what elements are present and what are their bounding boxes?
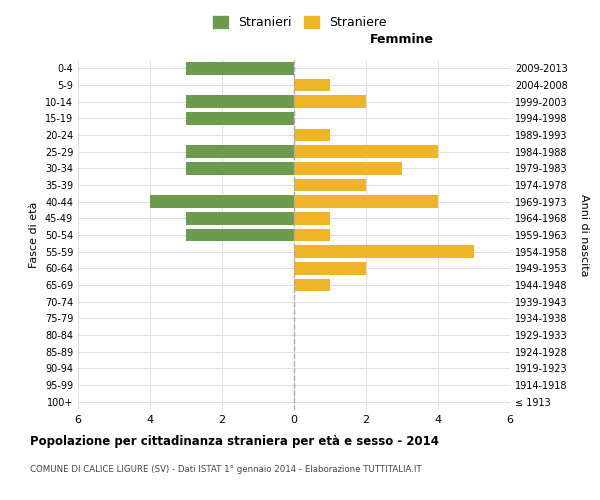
Bar — [294, 79, 330, 92]
Bar — [294, 229, 330, 241]
Bar — [186, 162, 294, 174]
Bar — [294, 262, 366, 274]
Bar — [294, 279, 330, 291]
Bar — [150, 196, 294, 208]
Y-axis label: Fasce di età: Fasce di età — [29, 202, 39, 268]
Text: COMUNE DI CALICE LIGURE (SV) - Dati ISTAT 1° gennaio 2014 - Elaborazione TUTTITA: COMUNE DI CALICE LIGURE (SV) - Dati ISTA… — [30, 465, 422, 474]
Bar — [294, 246, 474, 258]
Text: Femmine: Femmine — [370, 33, 434, 46]
Bar — [186, 146, 294, 158]
Bar — [186, 112, 294, 124]
Text: Popolazione per cittadinanza straniera per età e sesso - 2014: Popolazione per cittadinanza straniera p… — [30, 435, 439, 448]
Bar — [186, 212, 294, 224]
Bar — [294, 162, 402, 174]
Bar — [294, 179, 366, 192]
Bar — [186, 229, 294, 241]
Bar — [294, 96, 366, 108]
Bar — [186, 96, 294, 108]
Y-axis label: Anni di nascita: Anni di nascita — [579, 194, 589, 276]
Bar — [294, 129, 330, 141]
Bar — [294, 196, 438, 208]
Bar — [294, 212, 330, 224]
Bar — [186, 62, 294, 74]
Legend: Stranieri, Straniere: Stranieri, Straniere — [208, 11, 392, 34]
Bar — [294, 146, 438, 158]
